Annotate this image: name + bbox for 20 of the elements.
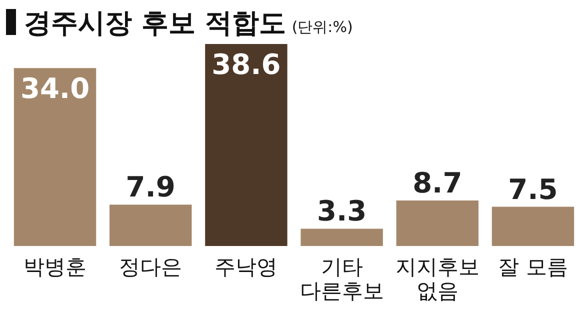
bar xyxy=(396,200,478,246)
data-label: 8.7 xyxy=(412,166,462,200)
data-label: 7.5 xyxy=(508,172,558,206)
data-label: 7.9 xyxy=(126,170,176,204)
chart-title: 경주시장 후보 적합도 xyxy=(24,8,286,39)
x-tick-label: 정다은 xyxy=(119,255,182,279)
bar xyxy=(205,44,288,246)
chart-subtitle: (단위:%) xyxy=(292,18,353,36)
bar xyxy=(300,228,383,246)
x-tick-label: 잘 모름 xyxy=(498,255,568,279)
data-label: 34.0 xyxy=(20,72,90,106)
data-label: 3.3 xyxy=(316,194,367,228)
bar xyxy=(110,204,192,246)
bar xyxy=(492,206,574,246)
x-tick-label: 박병훈 xyxy=(24,255,87,279)
x-tick-label: 주낙영 xyxy=(214,255,278,279)
x-tick-label: 지지후보 없음 xyxy=(395,255,480,303)
bar xyxy=(14,68,96,246)
x-tick-label: 기타 다른후보 xyxy=(300,255,384,303)
data-label: 38.6 xyxy=(212,48,281,81)
